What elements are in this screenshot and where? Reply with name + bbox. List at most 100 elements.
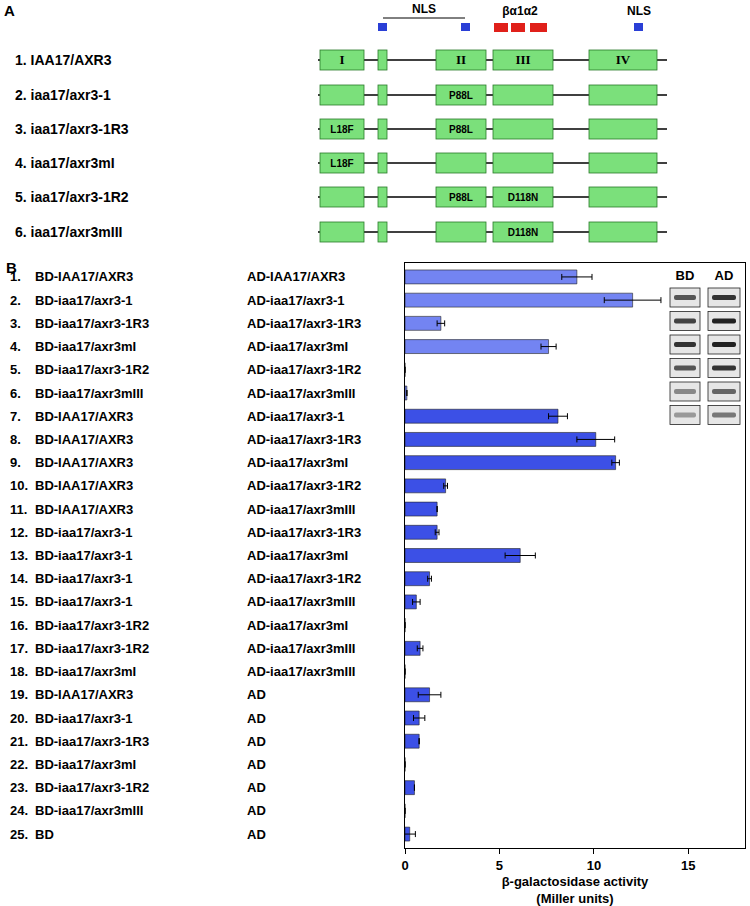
svg-text:AD-iaa17/axr3-1R2: AD-iaa17/axr3-1R2 — [247, 478, 361, 493]
svg-text:BD-IAA17/AXR3: BD-IAA17/AXR3 — [35, 455, 133, 470]
svg-text:22.: 22. — [10, 757, 28, 772]
svg-text:AD-iaa17/axr3mIII: AD-iaa17/axr3mIII — [247, 594, 355, 609]
svg-text:AD-iaa17/axr3-1: AD-iaa17/axr3-1 — [247, 409, 345, 424]
svg-text:BD-iaa17/axr3mIII: BD-iaa17/axr3mIII — [35, 803, 143, 818]
svg-text:5.: 5. — [10, 362, 21, 377]
svg-text:BD-iaa17/axr3mI: BD-iaa17/axr3mI — [35, 664, 136, 679]
svg-text:9.: 9. — [10, 455, 21, 470]
svg-text:5. iaa17/axr3-1R2: 5. iaa17/axr3-1R2 — [15, 189, 129, 205]
svg-text:B: B — [6, 259, 17, 276]
svg-text:BD-iaa17/axr3-1: BD-iaa17/axr3-1 — [35, 293, 133, 308]
svg-text:4. iaa17/axr3mI: 4. iaa17/axr3mI — [15, 155, 115, 171]
svg-text:AD: AD — [247, 734, 266, 749]
svg-text:AD-iaa17/axr3mI: AD-iaa17/axr3mI — [247, 548, 348, 563]
svg-text:19.: 19. — [10, 687, 28, 702]
svg-text:14.: 14. — [10, 571, 28, 586]
svg-text:BD-iaa17/axr3-1: BD-iaa17/axr3-1 — [35, 594, 133, 609]
svg-text:P88L: P88L — [449, 124, 473, 135]
svg-text:III: III — [515, 52, 530, 67]
svg-text:BD-iaa17/axr3mI: BD-iaa17/axr3mI — [35, 339, 136, 354]
svg-text:AD: AD — [247, 687, 266, 702]
svg-text:23.: 23. — [10, 780, 28, 795]
svg-text:BD-IAA17/AXR3: BD-IAA17/AXR3 — [35, 409, 133, 424]
svg-text:7.: 7. — [10, 409, 21, 424]
svg-text:15.: 15. — [10, 594, 28, 609]
svg-text:18.: 18. — [10, 664, 28, 679]
svg-text:AD-iaa17/axr3-1: AD-iaa17/axr3-1 — [247, 293, 345, 308]
svg-text:NLS: NLS — [627, 4, 651, 18]
svg-text:24.: 24. — [10, 803, 28, 818]
svg-text:AD-iaa17/axr3mI: AD-iaa17/axr3mI — [247, 339, 348, 354]
svg-text:AD-iaa17/axr3-1R2: AD-iaa17/axr3-1R2 — [247, 571, 361, 586]
svg-text:21.: 21. — [10, 734, 28, 749]
svg-text:BD-iaa17/axr3-1R2: BD-iaa17/axr3-1R2 — [35, 362, 149, 377]
svg-text:BD-iaa17/axr3-1R2: BD-iaa17/axr3-1R2 — [35, 618, 149, 633]
svg-text:AD-IAA17/AXR3: AD-IAA17/AXR3 — [247, 269, 345, 284]
svg-text:AD-iaa17/axr3mIII: AD-iaa17/axr3mIII — [247, 386, 355, 401]
svg-text:AD: AD — [247, 780, 266, 795]
svg-text:8.: 8. — [10, 432, 21, 447]
svg-text:AD: AD — [247, 757, 266, 772]
svg-text:BD-IAA17/AXR3: BD-IAA17/AXR3 — [35, 432, 133, 447]
svg-text:BD-iaa17/axr3-1R3: BD-iaa17/axr3-1R3 — [35, 734, 149, 749]
svg-text:20.: 20. — [10, 711, 28, 726]
svg-text:NLS: NLS — [412, 2, 436, 16]
svg-text:βα1α2: βα1α2 — [502, 4, 538, 18]
svg-text:II: II — [456, 52, 466, 67]
svg-text:BD-iaa17/axr3-1: BD-iaa17/axr3-1 — [35, 571, 133, 586]
svg-text:BD-iaa17/axr3-1R2: BD-iaa17/axr3-1R2 — [35, 780, 149, 795]
svg-text:17.: 17. — [10, 641, 28, 656]
svg-text:AD-iaa17/axr3-1R3: AD-iaa17/axr3-1R3 — [247, 525, 361, 540]
svg-text:AD-iaa17/axr3-1R3: AD-iaa17/axr3-1R3 — [247, 432, 361, 447]
svg-text:15: 15 — [681, 858, 695, 873]
svg-text:P88L: P88L — [449, 90, 473, 101]
svg-text:BD-iaa17/axr3-1: BD-iaa17/axr3-1 — [35, 548, 133, 563]
svg-text:1.: 1. — [10, 269, 21, 284]
svg-text:BD-iaa17/axr3mIII: BD-iaa17/axr3mIII — [35, 386, 143, 401]
svg-text:BD-IAA17/AXR3: BD-IAA17/AXR3 — [35, 478, 133, 493]
svg-text:BD-IAA17/AXR3: BD-IAA17/AXR3 — [35, 687, 133, 702]
svg-text:AD: AD — [247, 827, 266, 842]
svg-text:β-galactosidase activity(Mille: β-galactosidase activity(Miller units) — [502, 874, 649, 906]
svg-text:12.: 12. — [10, 525, 28, 540]
svg-text:0: 0 — [401, 858, 408, 873]
svg-text:11.: 11. — [10, 502, 27, 517]
svg-text:6.: 6. — [10, 386, 21, 401]
svg-text:AD-iaa17/axr3mI: AD-iaa17/axr3mI — [247, 618, 348, 633]
svg-text:BD-IAA17/AXR3: BD-IAA17/AXR3 — [35, 269, 133, 284]
svg-text:BD-iaa17/axr3-1: BD-iaa17/axr3-1 — [35, 711, 133, 726]
svg-text:6. iaa17/axr3mIII: 6. iaa17/axr3mIII — [15, 224, 122, 240]
svg-text:BD: BD — [35, 827, 54, 842]
svg-text:D118N: D118N — [508, 192, 539, 203]
svg-text:3. iaa17/axr3-1R3: 3. iaa17/axr3-1R3 — [15, 121, 129, 137]
svg-text:AD-iaa17/axr3mIII: AD-iaa17/axr3mIII — [247, 641, 355, 656]
svg-text:AD-iaa17/axr3mIII: AD-iaa17/axr3mIII — [247, 664, 355, 679]
svg-text:2. iaa17/axr3-1: 2. iaa17/axr3-1 — [15, 87, 111, 103]
svg-text:L18F: L18F — [330, 158, 353, 169]
svg-text:16.: 16. — [10, 618, 28, 633]
svg-text:IV: IV — [616, 52, 631, 67]
svg-text:10.: 10. — [10, 478, 28, 493]
svg-text:13.: 13. — [10, 548, 28, 563]
svg-text:2.: 2. — [10, 293, 21, 308]
svg-text:3.: 3. — [10, 316, 21, 331]
svg-text:AD-iaa17/axr3-1R2: AD-iaa17/axr3-1R2 — [247, 362, 361, 377]
svg-text:AD-iaa17/axr3-1R3: AD-iaa17/axr3-1R3 — [247, 316, 361, 331]
svg-text:1. IAA17/AXR3: 1. IAA17/AXR3 — [15, 52, 112, 68]
svg-text:A: A — [4, 2, 15, 19]
svg-text:5: 5 — [496, 858, 503, 873]
svg-text:AD: AD — [247, 711, 266, 726]
svg-text:D118N: D118N — [508, 227, 539, 238]
svg-text:4.: 4. — [10, 339, 21, 354]
svg-text:BD-iaa17/axr3-1: BD-iaa17/axr3-1 — [35, 525, 133, 540]
svg-text:AD: AD — [715, 268, 734, 283]
svg-text:BD: BD — [676, 268, 695, 283]
svg-text:25.: 25. — [10, 827, 28, 842]
svg-text:P88L: P88L — [449, 192, 473, 203]
svg-text:10: 10 — [587, 858, 601, 873]
svg-text:BD-iaa17/axr3-1R3: BD-iaa17/axr3-1R3 — [35, 316, 149, 331]
svg-text:BD-IAA17/AXR3: BD-IAA17/AXR3 — [35, 502, 133, 517]
svg-text:AD-iaa17/axr3mI: AD-iaa17/axr3mI — [247, 455, 348, 470]
svg-text:BD-iaa17/axr3mI: BD-iaa17/axr3mI — [35, 757, 136, 772]
svg-text:I: I — [339, 52, 344, 67]
